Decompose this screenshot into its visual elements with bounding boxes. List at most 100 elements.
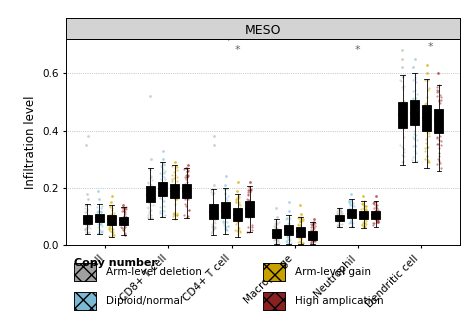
Point bbox=[272, 225, 279, 230]
Point bbox=[348, 219, 356, 224]
Point bbox=[222, 215, 230, 220]
Point bbox=[362, 219, 369, 224]
Point bbox=[300, 233, 307, 238]
PathPatch shape bbox=[209, 204, 218, 219]
Point bbox=[148, 196, 156, 201]
Point bbox=[436, 137, 443, 142]
Point bbox=[109, 212, 116, 217]
Point bbox=[346, 198, 353, 203]
Point bbox=[219, 220, 227, 225]
Point bbox=[83, 226, 91, 232]
Point bbox=[286, 230, 294, 235]
Point bbox=[118, 208, 126, 214]
Point bbox=[426, 130, 433, 136]
Point bbox=[122, 216, 129, 222]
Point bbox=[246, 184, 253, 190]
Point bbox=[357, 213, 365, 218]
Point bbox=[409, 158, 416, 163]
Point bbox=[146, 176, 154, 181]
Point bbox=[183, 175, 191, 180]
Point bbox=[182, 194, 189, 200]
Point bbox=[272, 241, 280, 246]
Point bbox=[271, 232, 278, 237]
Point bbox=[346, 203, 354, 208]
Text: High amplication: High amplication bbox=[294, 296, 383, 306]
Point bbox=[298, 216, 306, 222]
Point bbox=[359, 223, 367, 228]
Point bbox=[424, 112, 431, 118]
Point bbox=[82, 209, 89, 214]
Point bbox=[222, 224, 229, 229]
Point bbox=[221, 192, 228, 197]
Point bbox=[222, 174, 230, 179]
Point bbox=[171, 213, 179, 218]
Point bbox=[349, 211, 357, 216]
Point bbox=[144, 206, 152, 211]
Point bbox=[156, 193, 164, 198]
Point bbox=[184, 169, 191, 174]
Point bbox=[398, 101, 405, 106]
Point bbox=[307, 240, 314, 245]
Point bbox=[333, 224, 341, 229]
Point bbox=[173, 197, 181, 202]
Point bbox=[337, 209, 345, 214]
Point bbox=[401, 102, 408, 107]
Point bbox=[309, 222, 317, 227]
Point bbox=[97, 221, 105, 226]
Point bbox=[96, 228, 104, 233]
Point bbox=[286, 229, 294, 234]
Point bbox=[145, 209, 153, 214]
Point bbox=[361, 210, 369, 215]
Point bbox=[161, 208, 168, 214]
Point bbox=[272, 220, 279, 225]
Point bbox=[346, 200, 353, 205]
Point bbox=[159, 173, 166, 178]
Point bbox=[373, 219, 381, 224]
Point bbox=[86, 213, 93, 218]
Point bbox=[106, 215, 113, 220]
Point bbox=[120, 214, 128, 219]
Point bbox=[94, 217, 102, 222]
Point bbox=[157, 163, 164, 168]
Point bbox=[108, 229, 116, 234]
Point bbox=[436, 93, 443, 98]
Point bbox=[147, 157, 155, 162]
Point bbox=[337, 210, 345, 215]
Point bbox=[412, 132, 420, 137]
Point bbox=[94, 188, 102, 193]
Point bbox=[287, 230, 295, 235]
Point bbox=[246, 212, 254, 217]
PathPatch shape bbox=[371, 211, 380, 219]
Point bbox=[421, 145, 429, 150]
Point bbox=[149, 203, 156, 208]
Point bbox=[270, 237, 278, 243]
Point bbox=[424, 104, 431, 109]
Point bbox=[119, 205, 127, 210]
Point bbox=[208, 224, 216, 230]
Point bbox=[158, 208, 166, 213]
Point bbox=[309, 221, 317, 226]
Point bbox=[221, 218, 229, 223]
Point bbox=[106, 204, 114, 210]
Point bbox=[309, 221, 317, 226]
Point bbox=[220, 211, 228, 216]
Point bbox=[121, 230, 128, 235]
Point bbox=[210, 190, 218, 195]
Point bbox=[299, 216, 306, 221]
Point bbox=[172, 196, 179, 202]
Point bbox=[346, 220, 354, 225]
Point bbox=[348, 223, 356, 228]
Point bbox=[209, 226, 217, 231]
Point bbox=[338, 211, 346, 216]
Point bbox=[245, 212, 252, 217]
Point bbox=[347, 191, 355, 196]
Point bbox=[209, 227, 217, 232]
Point bbox=[160, 184, 167, 189]
Point bbox=[362, 208, 369, 213]
Point bbox=[296, 238, 304, 243]
Point bbox=[285, 225, 293, 231]
Point bbox=[271, 222, 278, 227]
Point bbox=[410, 137, 418, 142]
Point bbox=[182, 185, 190, 190]
Point bbox=[120, 208, 128, 213]
